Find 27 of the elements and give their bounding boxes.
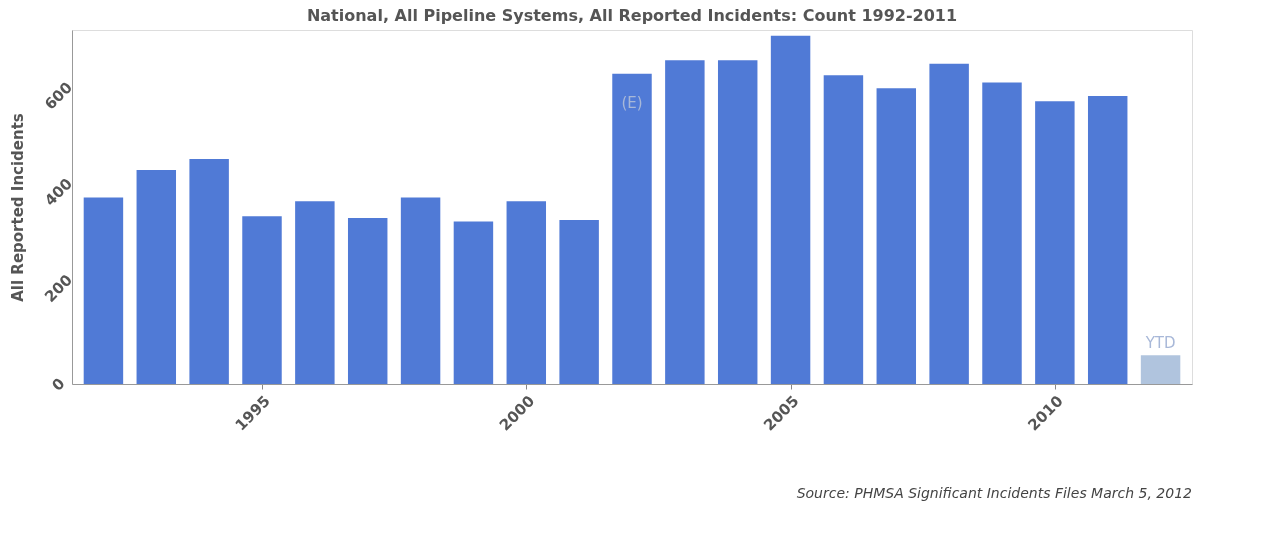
bar [189, 158, 229, 384]
annotation: YTD [1144, 334, 1176, 353]
bar [400, 197, 441, 384]
bar [770, 35, 811, 384]
bar [506, 201, 547, 384]
bar [876, 88, 917, 384]
bar [823, 75, 864, 384]
bar [136, 169, 177, 384]
bar [612, 73, 652, 384]
bar [453, 221, 494, 384]
bar [665, 60, 705, 384]
bar [559, 219, 599, 384]
bar [929, 63, 969, 384]
bar [982, 82, 1022, 384]
bar [1087, 95, 1128, 384]
bar [83, 197, 124, 384]
bar [1140, 355, 1181, 384]
bar [717, 60, 758, 384]
bar [295, 201, 335, 384]
annotation: (E) [621, 93, 643, 112]
chart-title: National, All Pipeline Systems, All Reported Incidents: Count 1992-2011 [306, 6, 958, 25]
bar [1035, 101, 1075, 384]
bar [347, 218, 388, 384]
source-note: Source: PHMSA Significant Incidents Files March 5, 2012 [796, 485, 1193, 501]
y-axis-title: All Reported Incidents [9, 113, 28, 302]
y-tick-label: 0 [48, 374, 69, 395]
bar [242, 216, 282, 384]
